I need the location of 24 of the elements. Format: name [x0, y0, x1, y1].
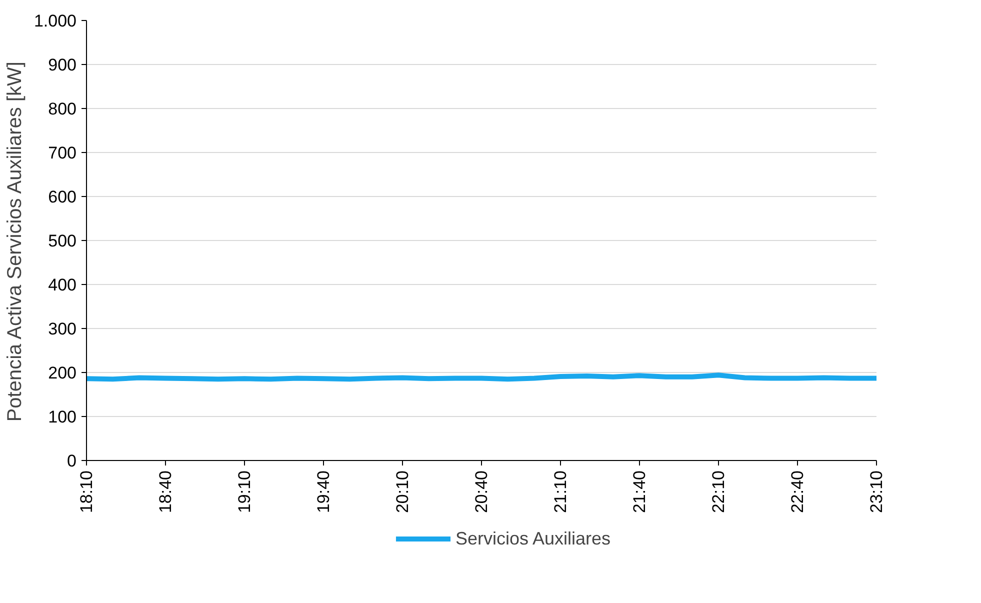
y-tick-label: 1.000 — [34, 12, 77, 30]
y-axis-title: Potencia Activa Servicios Auxiliares [kW] — [4, 62, 26, 422]
x-tick-label: 19:40 — [314, 470, 333, 514]
x-tick-label: 22:40 — [788, 470, 807, 514]
x-tick-label: 21:10 — [551, 470, 570, 514]
x-tick-label: 20:40 — [472, 470, 491, 514]
y-tick-label: 800 — [48, 100, 77, 118]
x-tick-label: 18:10 — [77, 470, 96, 514]
x-tick-label: 19:10 — [235, 470, 254, 514]
y-tick-label: 300 — [48, 320, 77, 338]
y-tick-label: 400 — [48, 276, 77, 294]
x-tick-label: 21:40 — [630, 470, 649, 514]
y-tick-label: 900 — [48, 56, 77, 74]
y-tick-label: 100 — [48, 408, 77, 426]
y-tick-label: 700 — [48, 144, 77, 162]
x-tick-label: 20:10 — [393, 470, 412, 514]
legend-label: Servicios Auxiliares — [455, 528, 611, 549]
y-tick-label: 500 — [48, 232, 77, 250]
y-tick-label: 600 — [48, 188, 77, 206]
y-tick-label: 0 — [67, 452, 77, 470]
y-tick-label: 200 — [48, 364, 77, 382]
x-tick-label: 18:40 — [156, 470, 175, 514]
x-tick-label: 23:10 — [867, 470, 886, 514]
x-tick-label: 22:10 — [709, 470, 728, 514]
